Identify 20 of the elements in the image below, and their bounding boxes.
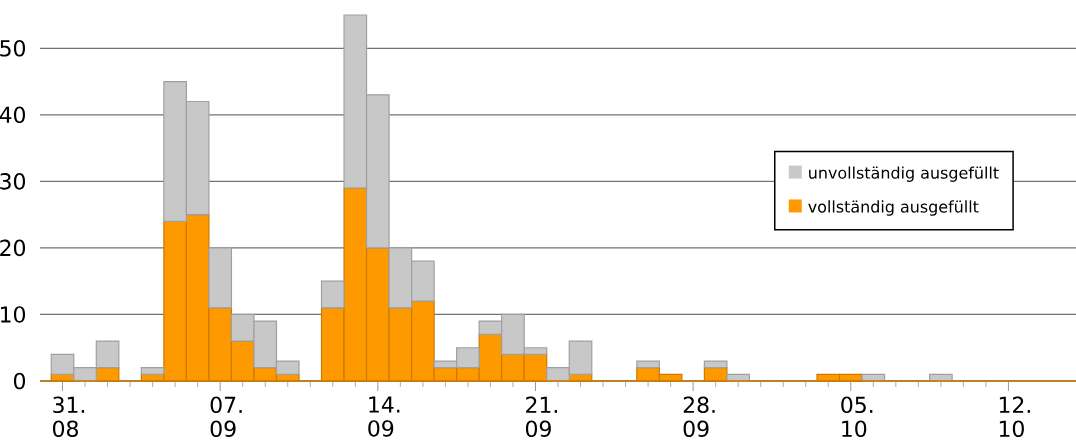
x-tick-label: 12. 10 [999,396,1030,438]
x-tick-label: 21. 09 [525,396,558,438]
bar [320,280,345,309]
y-tick-label: 50 [0,39,26,57]
legend-label: unvollständig ausgefüllt [809,166,999,182]
y-tick-label: 0 [13,372,26,390]
x-tick-label: 31. 08 [53,396,85,438]
x-tick-label: 14. 09 [368,396,400,437]
x-tick-label: 05. 10 [841,396,873,438]
bar [140,367,165,375]
y-tick-label: 10 [1,306,26,323]
legend-label: vollständig ausgefüllt [808,200,979,216]
y-tick-label: 20 [0,239,26,257]
y-tick-label: 30 [0,173,26,190]
bar [636,360,660,369]
y-tick-label: 40 [0,106,26,124]
x-tick-label: 28. 09 [683,396,715,438]
bar [208,247,233,309]
x-tick-label: 07. 09 [210,396,242,438]
bar [703,360,728,369]
